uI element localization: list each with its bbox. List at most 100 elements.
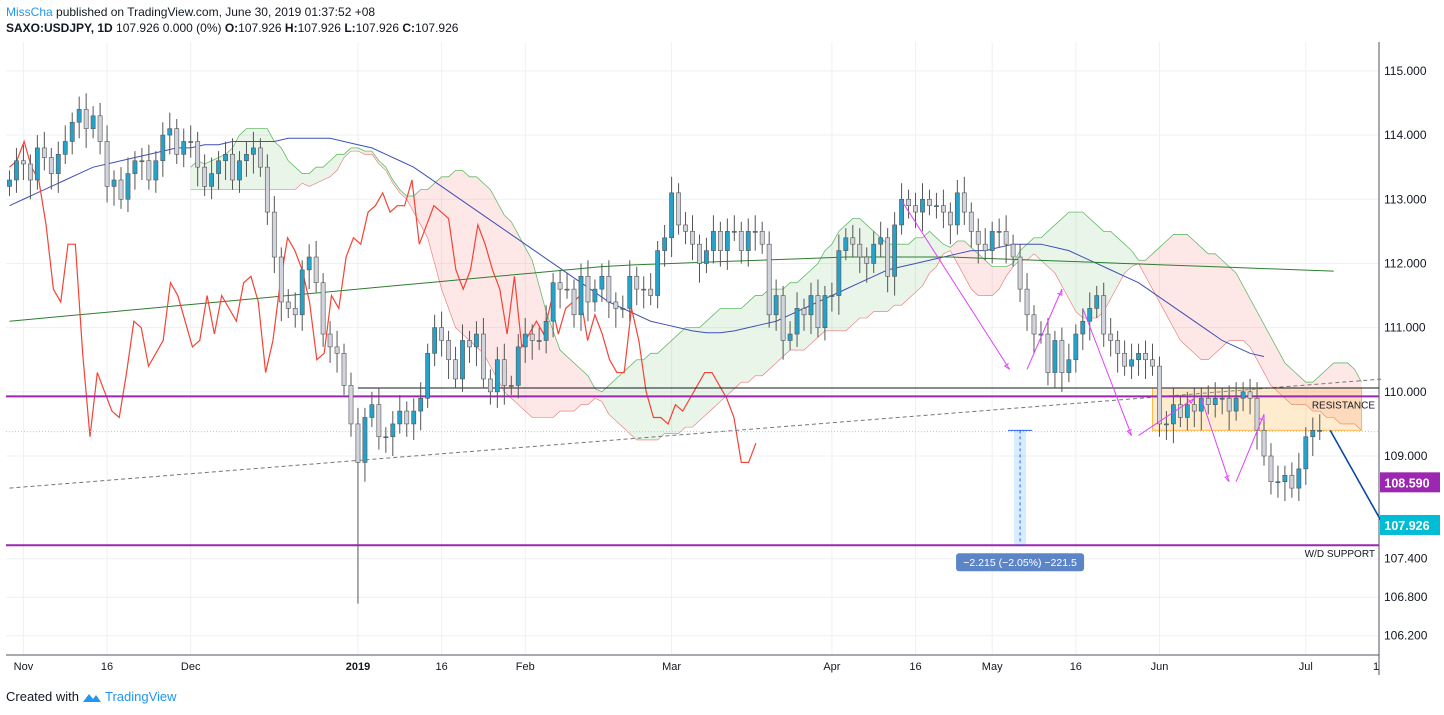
- cloud-bull-segment: [859, 218, 867, 319]
- candle-body-down: [913, 205, 918, 213]
- cloud-bear-segment: [992, 266, 1000, 296]
- candle: [1191, 388, 1197, 428]
- candle: [28, 154, 33, 200]
- y-tick-label: 110.000: [1384, 385, 1427, 399]
- cloud-bear-segment: [964, 240, 972, 290]
- high-value: 107.926: [297, 21, 341, 35]
- candle: [961, 176, 967, 225]
- magenta-arrow-line: [1200, 398, 1230, 482]
- tradingview-label: TradingView: [104, 689, 177, 704]
- x-tick-label: Apr: [823, 661, 840, 673]
- candle: [683, 212, 688, 245]
- candle-body-down: [982, 243, 988, 251]
- symbol-label[interactable]: SAXO:USDJPY, 1D: [6, 21, 113, 35]
- cloud-bear-segment: [1243, 285, 1251, 347]
- candle: [641, 276, 647, 309]
- cloud-bear-segment: [957, 240, 965, 277]
- candle: [69, 112, 75, 155]
- candle: [1094, 285, 1100, 319]
- cloud-bear-segment: [413, 189, 421, 225]
- candle-body-down: [481, 333, 486, 380]
- cloud-bull-segment: [692, 327, 700, 428]
- y-tick-label: 113.000: [1384, 192, 1427, 206]
- candle: [1080, 308, 1086, 351]
- magenta-arrow-head: [1259, 414, 1265, 422]
- cloud-bull-segment: [1131, 250, 1139, 267]
- candle-body-down: [376, 404, 382, 438]
- candle-body-down: [467, 340, 472, 348]
- candle-body-up: [1171, 404, 1176, 425]
- candle: [620, 295, 626, 319]
- cloud-bear-segment: [1298, 375, 1306, 405]
- candle-body-down: [697, 243, 702, 264]
- candle-body-down: [327, 333, 333, 348]
- candle-body-down: [1031, 314, 1037, 335]
- candle: [599, 263, 605, 302]
- candle: [536, 327, 542, 351]
- cloud-bear-segment: [1215, 253, 1223, 354]
- candle-body-down: [927, 198, 932, 206]
- candle-body-up: [34, 147, 40, 181]
- candle-body-up: [494, 359, 500, 393]
- candle-body-down: [613, 301, 619, 309]
- cloud-bear-segment: [525, 247, 533, 418]
- candle: [292, 292, 298, 328]
- candle-body-up: [1164, 423, 1169, 426]
- cloud-bear-segment: [553, 330, 561, 418]
- candle: [76, 96, 82, 139]
- y-tick-label: 109.000: [1384, 449, 1428, 463]
- candle-body-up: [989, 231, 995, 251]
- candle: [125, 157, 131, 213]
- candle: [906, 189, 911, 219]
- cloud-bear-segment: [999, 266, 1007, 290]
- candle-body-up: [1282, 474, 1288, 482]
- author-link[interactable]: MissCha: [6, 5, 53, 19]
- cloud-bear-segment: [504, 215, 512, 399]
- tradingview-brand[interactable]: TradingView: [82, 689, 177, 704]
- candle: [745, 218, 751, 267]
- cloud-bull-segment: [748, 295, 756, 383]
- cloud-bull-segment: [852, 218, 860, 325]
- candle: [1205, 385, 1211, 415]
- candle: [216, 151, 221, 190]
- candle-body-up: [1198, 397, 1204, 412]
- cloud-bull-segment: [727, 308, 735, 396]
- cloud-bull-segment: [734, 308, 742, 389]
- cloud-bear-segment: [1277, 350, 1285, 399]
- candle: [1143, 340, 1148, 379]
- candle-body-down: [1268, 455, 1274, 482]
- candle-body-up: [878, 237, 884, 245]
- candle-body-down: [529, 333, 535, 341]
- candle-body-up: [1303, 436, 1309, 470]
- cloud-bear-segment: [1319, 369, 1327, 418]
- cloud-bear-segment: [1145, 253, 1153, 290]
- y-tick-label: 115.000: [1384, 64, 1427, 78]
- candle: [1115, 330, 1121, 373]
- candle: [557, 269, 563, 309]
- candle-body-down: [1157, 365, 1162, 425]
- candle: [285, 289, 291, 319]
- low-value: 107.926: [355, 21, 400, 35]
- close-label: C:: [402, 21, 416, 35]
- cloud-bear-segment: [455, 170, 463, 335]
- cloud-bear-segment: [469, 176, 477, 347]
- candle: [383, 427, 389, 453]
- candle: [1261, 420, 1267, 466]
- cloud-bull-segment: [274, 141, 282, 190]
- cloud-bull-segment: [1110, 231, 1118, 299]
- candle: [731, 215, 737, 241]
- candle-body-down: [759, 231, 765, 245]
- candle: [1184, 391, 1190, 431]
- candle: [885, 228, 891, 293]
- candle-body-down: [947, 211, 953, 226]
- magenta-arrow-line: [1235, 414, 1265, 482]
- candle-body-down: [1261, 430, 1267, 457]
- cloud-bull-segment: [246, 128, 254, 190]
- candle: [941, 189, 946, 229]
- candle: [822, 285, 828, 341]
- candle: [1066, 343, 1072, 383]
- candle-body-down: [48, 157, 54, 174]
- cloud-bull-segment: [378, 160, 386, 171]
- cloud-bear-segment: [434, 176, 442, 290]
